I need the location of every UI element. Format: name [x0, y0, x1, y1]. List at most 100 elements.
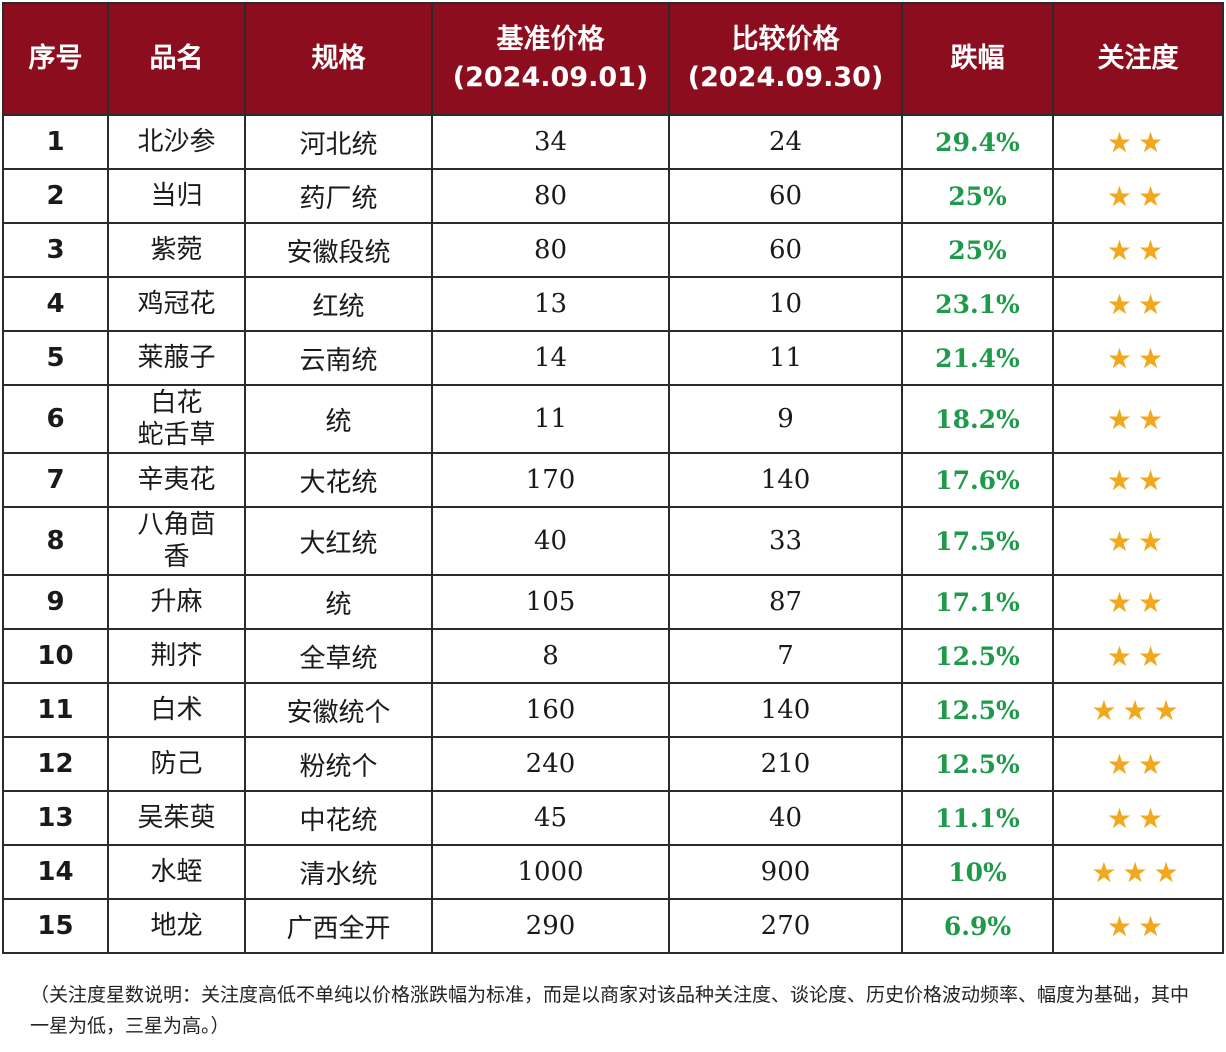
- row-index: 10: [2, 628, 109, 684]
- row-compare-price: 40: [668, 790, 903, 846]
- row-base-price: 170: [431, 452, 670, 508]
- row-attention-stars: ★★★: [1052, 844, 1224, 900]
- row-attention-stars: ★★: [1052, 114, 1224, 170]
- row-index: 9: [2, 574, 109, 630]
- row-name: 吴茱萸: [107, 790, 246, 846]
- row-compare-price: 210: [668, 736, 903, 792]
- table-row: 3 紫菀 安徽段统 80 60 25% ★★: [2, 222, 1224, 278]
- row-spec: 安徽统个: [244, 682, 433, 738]
- row-spec: 统: [244, 574, 433, 630]
- row-base-price: 45: [431, 790, 670, 846]
- row-index: 3: [2, 222, 109, 278]
- row-name-line1: 白花: [150, 388, 203, 418]
- row-change: 17.5%: [901, 506, 1054, 576]
- row-name: 白术: [107, 682, 246, 738]
- table-row: 10 荆芥 全草统 8 7 12.5% ★★: [2, 628, 1224, 684]
- row-name: 水蛭: [107, 844, 246, 900]
- table-row: 13 吴茱萸 中花统 45 40 11.1% ★★: [2, 790, 1224, 846]
- row-attention-stars: ★★: [1052, 506, 1224, 576]
- header-idx: 序号: [2, 2, 109, 116]
- table-row: 1 北沙参 河北统 34 24 29.4% ★★: [2, 114, 1224, 170]
- table-row: 7 辛夷花 大花统 170 140 17.6% ★★: [2, 452, 1224, 508]
- row-base-price: 240: [431, 736, 670, 792]
- row-spec: 统: [244, 384, 433, 454]
- row-change: 11.1%: [901, 790, 1054, 846]
- table-row: 11 白术 安徽统个 160 140 12.5% ★★★: [2, 682, 1224, 738]
- row-index: 6: [2, 384, 109, 454]
- row-attention-stars: ★★★: [1052, 682, 1224, 738]
- table-row: 9 升麻统 105 87 17.1% ★★: [2, 574, 1224, 630]
- row-spec: 安徽段统: [244, 222, 433, 278]
- row-change: 6.9%: [901, 898, 1054, 954]
- row-index: 13: [2, 790, 109, 846]
- row-attention-stars: ★★: [1052, 168, 1224, 224]
- row-attention-stars: ★★: [1052, 736, 1224, 792]
- row-compare-price: 87: [668, 574, 903, 630]
- header-spec: 规格: [244, 2, 433, 116]
- row-index: 11: [2, 682, 109, 738]
- header-base-price-label: 基准价格: [496, 24, 605, 55]
- header-change: 跌幅: [901, 2, 1054, 116]
- price-drop-table: 序号 品名 规格 基准价格 (2024.09.01) 比较价格 (2024.09…: [2, 2, 1224, 954]
- row-compare-price: 270: [668, 898, 903, 954]
- row-base-price: 80: [431, 222, 670, 278]
- row-change: 12.5%: [901, 628, 1054, 684]
- row-index: 7: [2, 452, 109, 508]
- row-base-price: 11: [431, 384, 670, 454]
- row-base-price: 34: [431, 114, 670, 170]
- row-base-price: 80: [431, 168, 670, 224]
- row-name: 鸡冠花: [107, 276, 246, 332]
- row-name-line2: 香: [163, 542, 190, 572]
- row-compare-price: 60: [668, 222, 903, 278]
- row-index: 14: [2, 844, 109, 900]
- header-base-price: 基准价格 (2024.09.01): [431, 2, 670, 116]
- row-base-price: 14: [431, 330, 670, 386]
- table-row: 5 莱菔子 云南统 14 11 21.4% ★★: [2, 330, 1224, 386]
- table-row: 15 地龙 广西全开 290 270 6.9% ★★: [2, 898, 1224, 954]
- attention-note: （关注度星数说明：关注度高低不单纯以价格涨跌幅为标准，而是以商家对该品种关注度、…: [30, 984, 1190, 1037]
- table-row: 8 八角茴香大红统 40 33 17.5% ★★: [2, 506, 1224, 576]
- row-spec: 大红统: [244, 506, 433, 576]
- row-attention-stars: ★★: [1052, 452, 1224, 508]
- row-base-price: 105: [431, 574, 670, 630]
- row-index: 1: [2, 114, 109, 170]
- row-name: 紫菀: [107, 222, 246, 278]
- row-base-price: 290: [431, 898, 670, 954]
- row-name: 八角茴香: [107, 506, 246, 576]
- table-row: 2 当归 药厂统 80 60 25% ★★: [2, 168, 1224, 224]
- row-spec: 粉统个: [244, 736, 433, 792]
- table-row: 14 水蛭 清水统 1000 900 10% ★★★: [2, 844, 1224, 900]
- row-spec: 清水统: [244, 844, 433, 900]
- table-row: 4 鸡冠花 红统 13 10 23.1% ★★: [2, 276, 1224, 332]
- row-spec: 云南统: [244, 330, 433, 386]
- row-base-price: 40: [431, 506, 670, 576]
- row-index: 2: [2, 168, 109, 224]
- row-attention-stars: ★★: [1052, 574, 1224, 630]
- header-attention: 关注度: [1052, 2, 1224, 116]
- row-spec: 红统: [244, 276, 433, 332]
- row-change: 10%: [901, 844, 1054, 900]
- row-change: 18.2%: [901, 384, 1054, 454]
- row-compare-price: 60: [668, 168, 903, 224]
- header-compare-price: 比较价格 (2024.09.30): [668, 2, 903, 116]
- row-name-line2: 蛇舌草: [137, 420, 216, 450]
- header-row: 序号 品名 规格 基准价格 (2024.09.01) 比较价格 (2024.09…: [2, 2, 1224, 116]
- row-name: 防己: [107, 736, 246, 792]
- row-attention-stars: ★★: [1052, 276, 1224, 332]
- row-attention-stars: ★★: [1052, 330, 1224, 386]
- row-base-price: 1000: [431, 844, 670, 900]
- row-index: 5: [2, 330, 109, 386]
- row-change: 12.5%: [901, 736, 1054, 792]
- row-change: 29.4%: [901, 114, 1054, 170]
- row-attention-stars: ★★: [1052, 384, 1224, 454]
- row-change: 17.1%: [901, 574, 1054, 630]
- header-name: 品名: [107, 2, 246, 116]
- row-compare-price: 900: [668, 844, 903, 900]
- row-spec: 中花统: [244, 790, 433, 846]
- row-name-line1: 八角茴: [137, 510, 216, 540]
- row-name: 莱菔子: [107, 330, 246, 386]
- header-compare-price-label: 比较价格: [731, 24, 840, 55]
- row-spec: 药厂统: [244, 168, 433, 224]
- row-spec: 全草统: [244, 628, 433, 684]
